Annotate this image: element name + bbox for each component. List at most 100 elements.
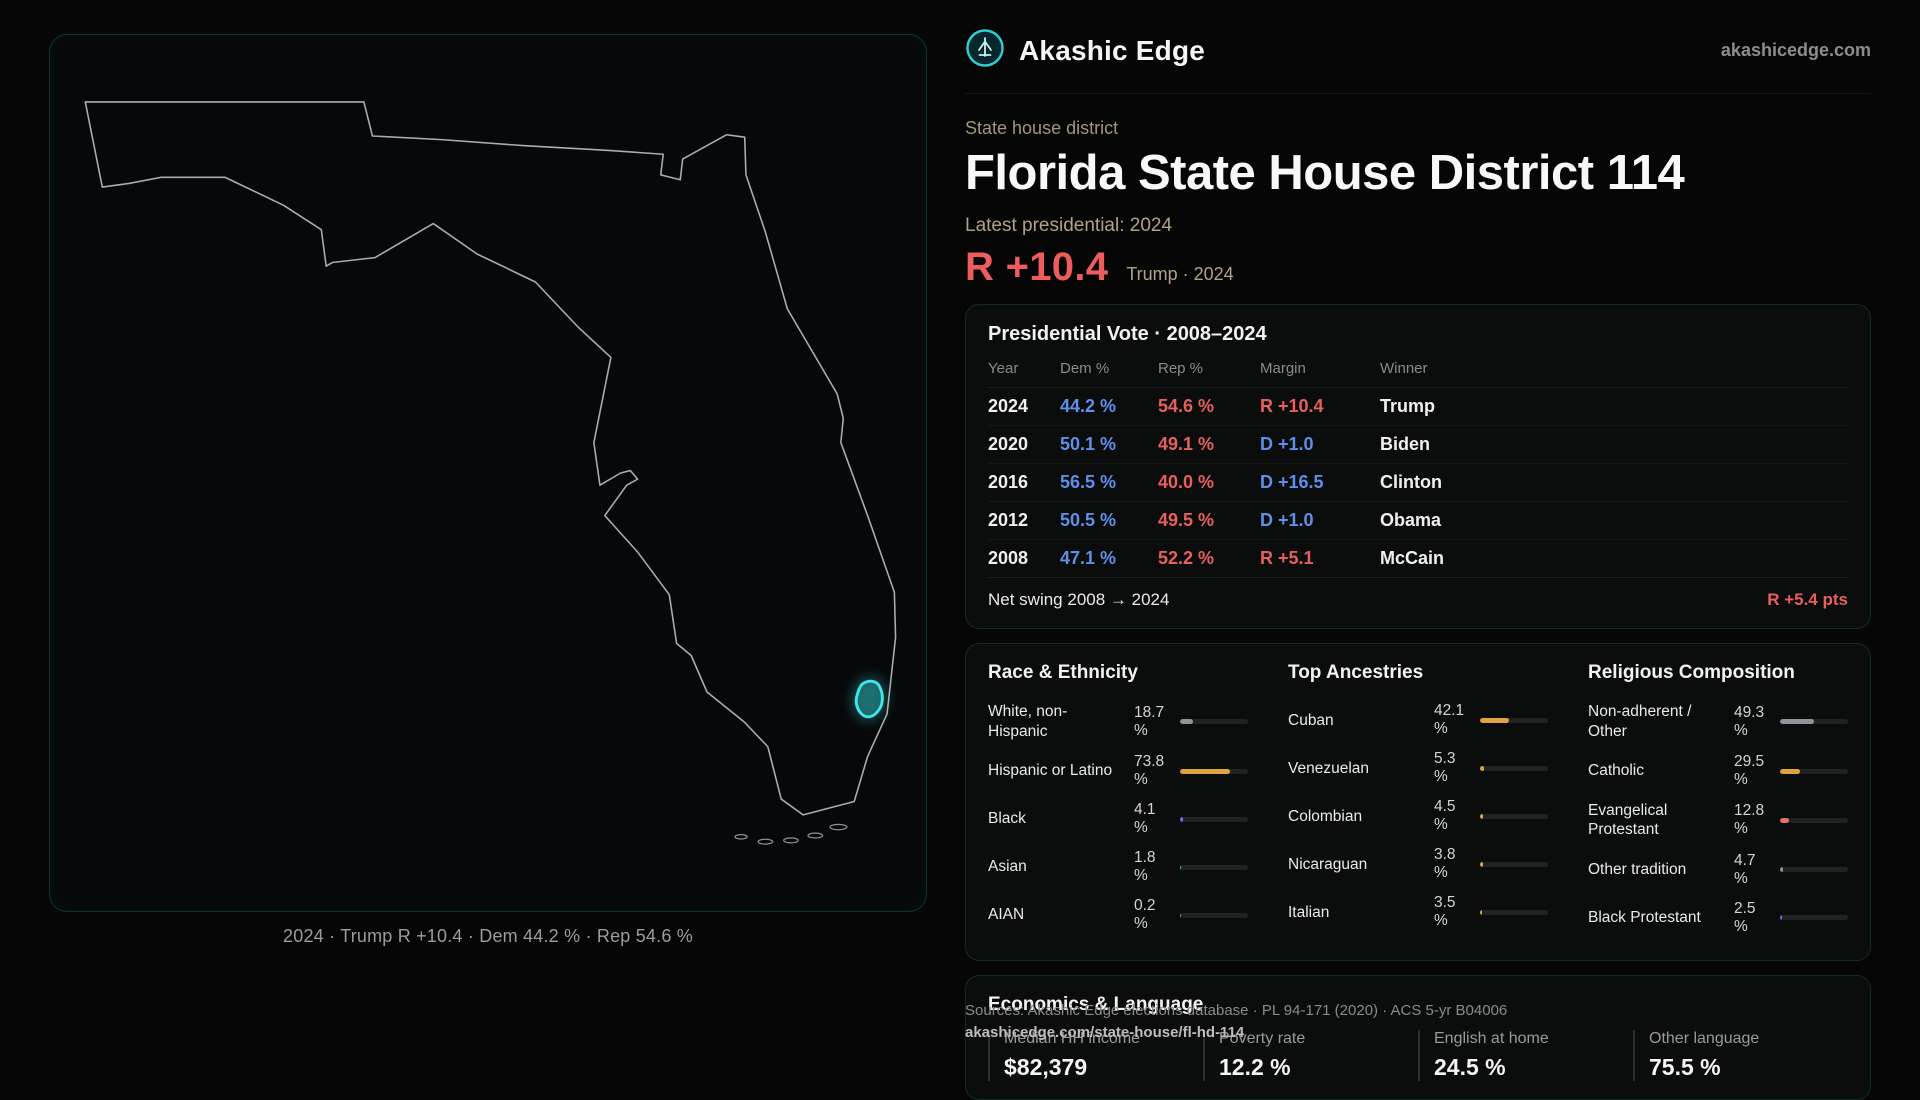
demo-label: Non-adherent / Other (1588, 703, 1692, 740)
demo-group-title: Top Ancestries (1288, 662, 1424, 684)
vote-row: 2008 47.1 % 52.2 % R +5.1 McCain (988, 540, 1848, 579)
demo-value: 4.7 % (1734, 851, 1756, 887)
demo-bar (1480, 717, 1548, 723)
demo-group-title: Religious Composition (1588, 662, 1795, 684)
detail-panel: Akashic Edge akashicedge.com State house… (965, 0, 1871, 1100)
demo-label: White, non-Hispanic (988, 703, 1068, 740)
demo-bar (1480, 861, 1548, 867)
demo-bar (1180, 816, 1248, 822)
demo-label: Asian (988, 858, 1027, 876)
vote-rep-pct: 54.6 % (1158, 396, 1215, 417)
demo-label: Evangelical Protestant (1588, 802, 1668, 839)
econ-stat: Poverty rate 12.2 % (1203, 1029, 1418, 1081)
demo-bar (1780, 719, 1848, 725)
demo-value: 12.8 % (1734, 802, 1765, 838)
vote-margin: D +16.5 (1260, 472, 1324, 493)
vote-margin: R +10.4 (1260, 396, 1324, 417)
demo-row: Nicaraguan 3.8 % (1288, 840, 1548, 888)
district-type-kicker: State house district (965, 118, 1119, 138)
demo-row: Other tradition 4.7 % (1588, 846, 1848, 894)
demo-row: AIAN 0.2 % (988, 891, 1248, 939)
brand: Akashic Edge (965, 28, 1205, 73)
vote-table-body: 2024 44.2 % 54.6 % R +10.4 Trump 2020 50.1 % 49… (988, 388, 1848, 579)
econ-stat-label: Other language (1649, 1029, 1760, 1047)
econ-stat-value: 75.5 % (1649, 1053, 1721, 1080)
vote-col-header: Year (988, 360, 1019, 378)
demo-label: Black (988, 810, 1026, 828)
page-header: Akashic Edge akashicedge.com (965, 0, 1871, 94)
vote-card-title: Presidential Vote · 2008–2024 (988, 323, 1267, 346)
demo-value: 3.5 % (1434, 894, 1456, 930)
demo-value: 73.8 % (1134, 753, 1165, 789)
vote-winner: Obama (1380, 510, 1442, 531)
demo-bar (1180, 768, 1248, 774)
vote-table-footer: Net swing 2008 → 2024 R +5.4 pts (988, 578, 1848, 610)
vote-rep-pct: 49.1 % (1158, 434, 1215, 455)
net-swing-value: R +5.4 pts (1767, 590, 1848, 610)
demo-row: Cuban 42.1 % (1288, 696, 1548, 744)
demo-value: 4.1 % (1134, 801, 1156, 837)
brand-name: Akashic Edge (1019, 34, 1206, 66)
econ-stat-label: English at home (1434, 1029, 1549, 1047)
demo-row: Italian 3.5 % (1288, 888, 1548, 936)
vote-margin: D +1.0 (1260, 510, 1314, 531)
demo-bar (1480, 813, 1548, 819)
demo-group: Religious Composition Non-adherent / Othe… (1588, 662, 1848, 942)
vote-col-header: Dem % (1060, 360, 1110, 378)
vote-dem-pct: 50.1 % (1060, 434, 1117, 455)
demo-label: Cuban (1288, 711, 1334, 729)
map-caption: 2024 · Trump R +10.4 · Dem 44.2 % · Rep … (283, 926, 693, 946)
site-link[interactable]: akashicedge.com (1720, 40, 1871, 60)
demo-bar (1780, 817, 1848, 823)
demo-row: Asian 1.8 % (988, 843, 1248, 891)
district-114-marker (854, 679, 884, 719)
econ-stat-label: Median HH income (1004, 1029, 1141, 1047)
demo-group: Race & Ethnicity White, non-Hispanic 18.7 … (988, 662, 1248, 942)
demo-value: 1.8 % (1134, 849, 1156, 885)
demo-value: 4.5 % (1434, 798, 1456, 834)
demo-row: White, non-Hispanic 18.7 % (988, 696, 1248, 747)
demo-group: Top Ancestries Cuban 42.1 % Venezuelan 5.3 %… (1288, 662, 1548, 942)
economics-card: Economics & Language Median HH income $82… (965, 974, 1871, 1100)
district-map-panel (49, 34, 927, 912)
demo-row: Black Protestant 2.5 % (1588, 894, 1848, 942)
vote-row: 2012 50.5 % 49.5 % D +1.0 Obama (988, 502, 1848, 541)
vote-year: 2012 (988, 510, 1029, 531)
vote-year: 2020 (988, 434, 1029, 455)
demo-bar (1180, 912, 1248, 918)
vote-winner: Trump (1380, 396, 1436, 417)
demo-row: Evangelical Protestant 12.8 % (1588, 795, 1848, 846)
sources-note: Sources: Akashic Edge elections database… (965, 1002, 1508, 1019)
vote-year: 2008 (988, 548, 1029, 569)
page-title: Florida State House District 114 (965, 146, 1685, 200)
vote-row: 2016 56.5 % 40.0 % D +16.5 Clinton (988, 464, 1848, 503)
demo-value: 3.8 % (1434, 846, 1456, 882)
vote-col-header: Margin (1260, 360, 1306, 378)
demo-row: Catholic 29.5 % (1588, 747, 1848, 795)
economics-card-title: Economics & Language (988, 993, 1204, 1015)
demo-value: 0.2 % (1134, 897, 1156, 933)
vote-row: 2024 44.2 % 54.6 % R +10.4 Trump (988, 388, 1848, 427)
florida-keys (734, 823, 848, 845)
demo-label: Italian (1288, 903, 1330, 921)
demo-label: Hispanic or Latino (988, 762, 1113, 780)
vote-rep-pct: 52.2 % (1158, 548, 1215, 569)
vote-year: 2024 (988, 396, 1029, 417)
vote-dem-pct: 50.5 % (1060, 510, 1117, 531)
vote-margin: R +5.1 (1260, 548, 1314, 569)
demo-bar (1780, 768, 1848, 774)
econ-stat: Median HH income $82,379 (988, 1029, 1203, 1081)
demo-bar (1480, 765, 1548, 771)
florida-map (84, 101, 897, 845)
akashic-edge-logo-icon (965, 28, 1005, 73)
demo-value: 42.1 % (1434, 702, 1465, 738)
demo-value: 49.3 % (1734, 703, 1765, 739)
demo-bar (1180, 864, 1248, 870)
permalink[interactable]: akashicedge.com/state-house/fl-hd-114 (965, 1024, 1245, 1041)
demo-value: 29.5 % (1734, 753, 1765, 789)
vote-winner: McCain (1380, 548, 1445, 569)
demo-label: Nicaraguan (1288, 855, 1368, 873)
demo-value: 2.5 % (1734, 899, 1756, 935)
economics-stats: Median HH income $82,379 Poverty rate 12.2 … (988, 1029, 1848, 1081)
demo-row: Colombian 4.5 % (1288, 792, 1548, 840)
